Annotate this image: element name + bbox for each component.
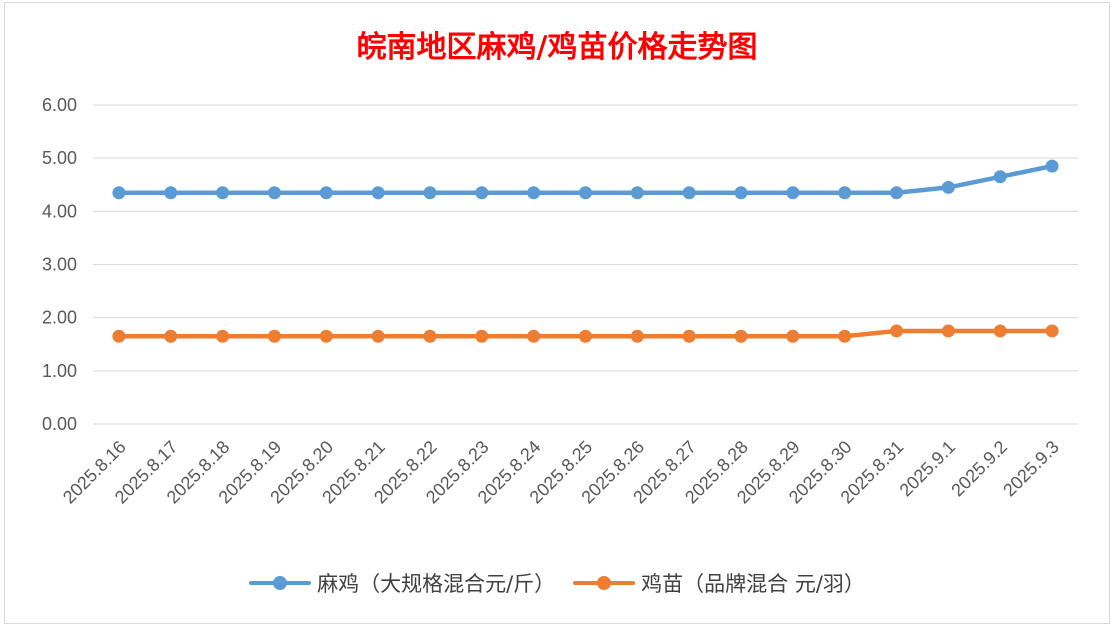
data-point bbox=[941, 180, 955, 194]
data-point bbox=[319, 186, 333, 200]
x-tick-label: 2025.9.3 bbox=[999, 437, 1063, 501]
y-tick-label: 1.00 bbox=[42, 361, 77, 381]
data-point bbox=[164, 186, 178, 200]
data-point bbox=[216, 186, 230, 200]
data-point bbox=[423, 186, 437, 200]
data-point bbox=[216, 329, 230, 343]
data-point bbox=[630, 186, 644, 200]
data-point bbox=[734, 329, 748, 343]
data-point bbox=[112, 186, 126, 200]
legend-item-series-2: 鸡苗（品牌混合 元/羽） bbox=[573, 568, 865, 598]
data-point bbox=[423, 329, 437, 343]
data-point bbox=[890, 324, 904, 338]
y-tick-label: 6.00 bbox=[42, 95, 77, 115]
legend-item-series-1: 麻鸡（大规格混合元/斤） bbox=[249, 568, 555, 598]
data-point bbox=[1045, 324, 1059, 338]
legend-swatch-series-1 bbox=[249, 576, 312, 590]
y-tick-label: 5.00 bbox=[42, 148, 77, 168]
data-point bbox=[164, 329, 178, 343]
data-point bbox=[371, 186, 385, 200]
x-tick-label: 2025.9.1 bbox=[896, 437, 960, 501]
data-point bbox=[1045, 159, 1059, 173]
data-point bbox=[267, 329, 281, 343]
data-point bbox=[734, 186, 748, 200]
legend-label-series-2: 鸡苗（品牌混合 元/羽） bbox=[641, 572, 865, 596]
data-point bbox=[682, 186, 696, 200]
data-point bbox=[267, 186, 281, 200]
data-point bbox=[890, 186, 904, 200]
data-point bbox=[786, 329, 800, 343]
y-tick-label: 4.00 bbox=[42, 201, 77, 221]
data-point bbox=[993, 324, 1007, 338]
data-point bbox=[838, 186, 852, 200]
y-tick-label: 2.00 bbox=[42, 308, 77, 328]
chart-title: 皖南地区麻鸡/鸡苗价格走势图 bbox=[356, 30, 758, 65]
y-tick-label: 3.00 bbox=[42, 255, 77, 275]
data-point bbox=[579, 329, 592, 343]
data-point bbox=[527, 329, 541, 343]
legend-label-series-1: 麻鸡（大规格混合元/斤） bbox=[317, 572, 556, 596]
data-point bbox=[527, 186, 541, 200]
data-point bbox=[475, 186, 489, 200]
data-point bbox=[112, 329, 126, 343]
chart-frame bbox=[4, 2, 1110, 624]
chart-legend: 麻鸡（大规格混合元/斤） 鸡苗（品牌混合 元/羽） bbox=[0, 568, 1114, 598]
data-point bbox=[941, 324, 955, 338]
data-point bbox=[630, 329, 644, 343]
data-point bbox=[579, 186, 592, 200]
x-tick-label: 2025.9.2 bbox=[947, 437, 1011, 501]
legend-swatch-series-2 bbox=[573, 576, 636, 590]
data-point bbox=[993, 170, 1007, 184]
data-point bbox=[371, 329, 385, 343]
y-tick-label: 0.00 bbox=[42, 414, 77, 434]
data-point bbox=[786, 186, 800, 200]
data-point bbox=[475, 329, 489, 343]
data-point bbox=[319, 329, 333, 343]
data-point bbox=[838, 329, 852, 343]
data-point bbox=[682, 329, 696, 343]
